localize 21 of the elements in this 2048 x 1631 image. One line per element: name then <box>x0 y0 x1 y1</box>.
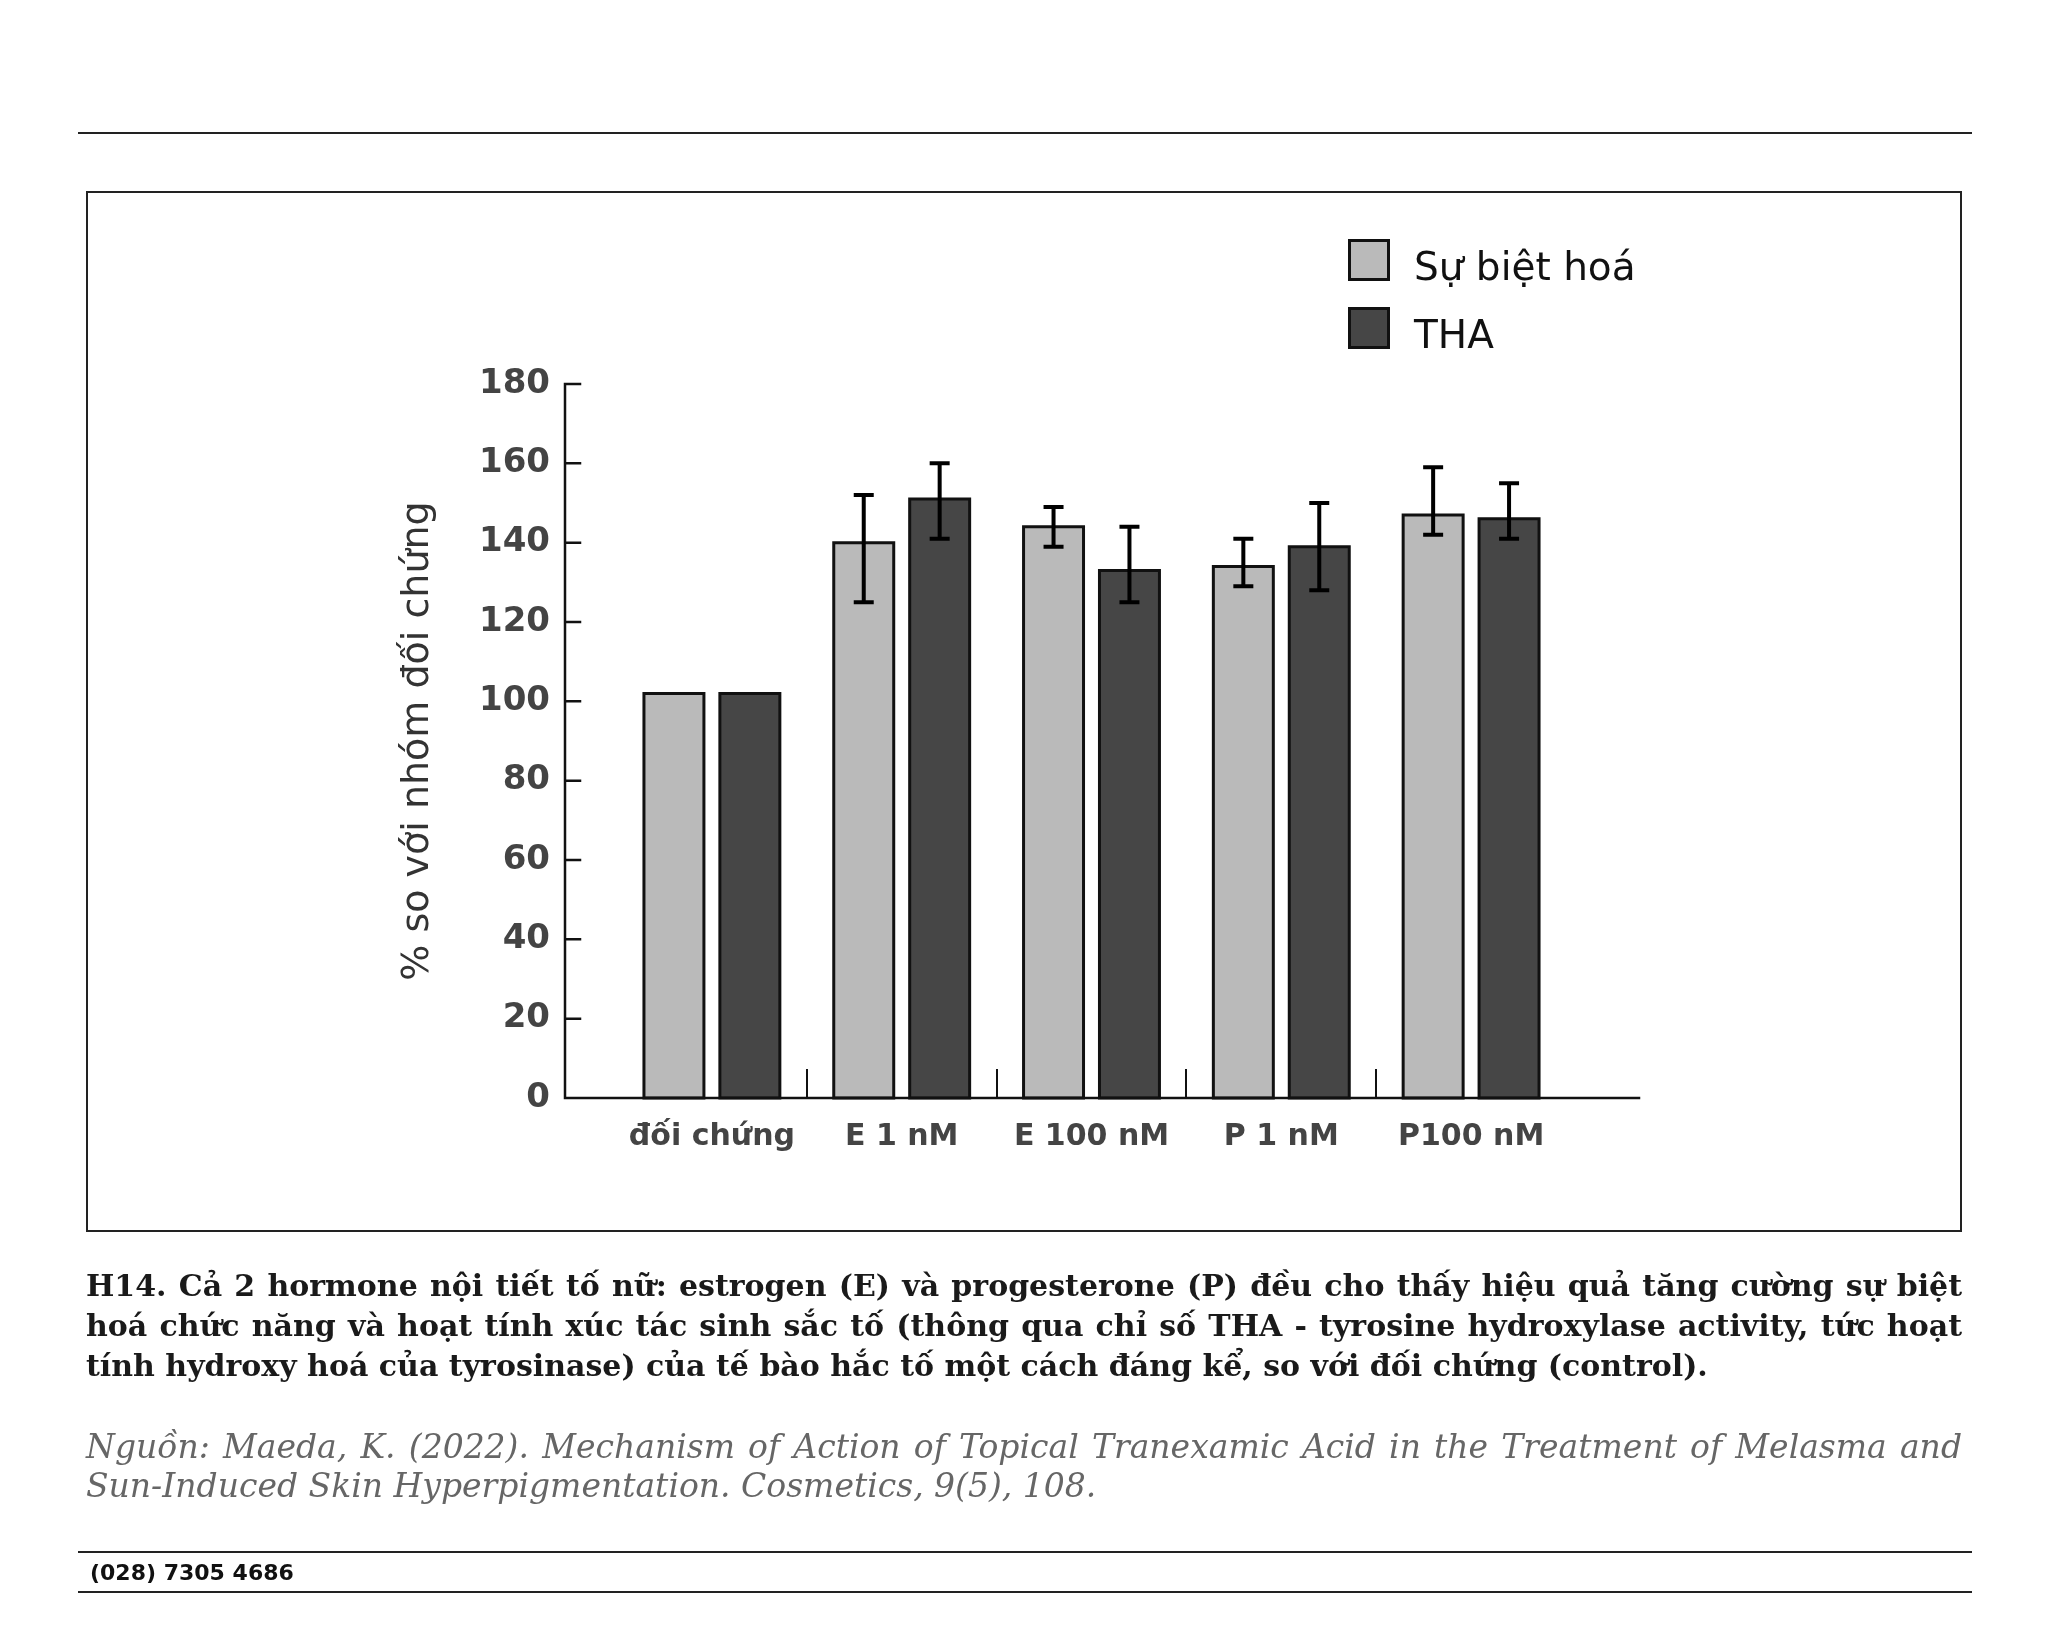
y-tick-label: 160 <box>479 440 550 481</box>
text: H14. Cả 2 hormone nội tiết tố nữ: estrogen (E) và progesterone (P) đều cho thấy hiệu quả tăng cường sự biệt hoá chức năng và hoạt tính xúc tác sinh sắc tố (thông qua chỉ số THA - tyrosine hydroxylase activity, tức hoạt tính hydroxy hoá của tyrosinase) của tế bào hắc tố một cách đáng kể, so với đối chứng (control). <box>86 1267 1962 1385</box>
legend-label: THA <box>1414 312 1494 357</box>
y-tick-label: 140 <box>479 519 550 560</box>
y-tick-label: 100 <box>479 678 550 719</box>
y-tick-label: 40 <box>502 916 550 957</box>
x-tick-label: E 100 nM <box>1013 1116 1170 1152</box>
y-tick-label: 20 <box>502 995 550 1036</box>
y-tick-label: 120 <box>479 598 550 639</box>
x-tick-label: E 1 nM <box>844 1116 959 1152</box>
text: Nguồn: Maeda, K. (2022). Mechanism of Action of Topical Tranexamic Acid in the Treatment of Melasma and Sun-Induced Skin Hyperpigmentation. Cosmetics, 9(5), 108. <box>86 1427 1962 1505</box>
legend-label: Sự biệt hoá <box>1414 244 1636 289</box>
y-axis-title: % so với nhóm đối chứng <box>392 501 437 981</box>
y-tick-label: 80 <box>502 757 550 798</box>
y-tick-label: 180 <box>479 360 550 401</box>
y-tick-label: 60 <box>502 836 550 877</box>
y-tick-label: 0 <box>526 1074 550 1115</box>
x-tick-label: P100 nM <box>1397 1116 1545 1152</box>
x-tick-label: đối chứng <box>628 1116 795 1152</box>
text: (028) 7305 4686 <box>90 1560 294 1586</box>
x-tick-label: P 1 nM <box>1223 1116 1339 1152</box>
